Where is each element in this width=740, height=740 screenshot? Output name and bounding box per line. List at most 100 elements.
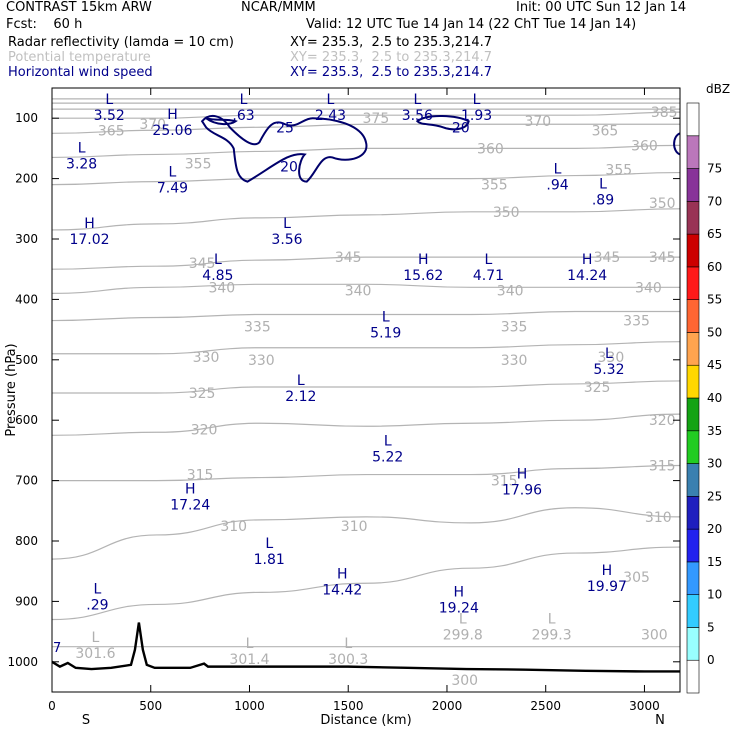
wind-extremum-value: 3.28 (66, 156, 97, 172)
field-name-reflectivity: Radar reflectivity (lamda = 10 cm) (8, 35, 234, 50)
terrain-line (51, 622, 680, 673)
theta-contour-line (51, 208, 681, 231)
wind-extremum-marker: H (517, 467, 528, 483)
theta-contour-label: 355 (481, 178, 508, 194)
wind-extremum-value: 1.81 (254, 552, 285, 568)
colorbar-level-label: 70 (707, 194, 722, 208)
wind-extremum-marker: H (418, 252, 429, 268)
wind-extremum-value: 4.71 (473, 268, 504, 284)
theta-contour-label: 310 (220, 519, 247, 535)
field-xy-reflectivity: XY= 235.3, 2.5 to 235.3,214.7 (290, 35, 493, 50)
colorbar-swatch (686, 397, 700, 432)
wind-extremum-marker: L (265, 536, 273, 552)
theta-contour-label: 360 (477, 141, 504, 157)
theta-contour-label: 300 (641, 628, 668, 644)
theta-contour-label: 315 (649, 459, 676, 475)
wind-extremum-value: .63 (232, 108, 254, 124)
x-axis-title: Distance (km) (320, 713, 411, 728)
colorbar-swatch (686, 332, 700, 366)
theta-contour-line (51, 341, 681, 355)
wind-extremum-marker: L (473, 92, 481, 108)
theta-contour-label: 370 (524, 114, 551, 130)
theta-contour-label: 340 (497, 283, 524, 299)
theta-contour-label: 315 (187, 468, 214, 484)
init-time: Init: 00 UTC Sun 12 Jan 14 (516, 0, 687, 15)
wind-extremum-marker: H (337, 566, 348, 582)
colorbar-swatch (686, 561, 700, 595)
theta-contour-line (51, 123, 680, 134)
colorbar-level-label: 0 (707, 653, 715, 667)
theta-contour-label: 325 (189, 386, 216, 402)
wind-extremum-marker: L (327, 92, 335, 108)
colorbar-swatch (686, 102, 700, 137)
colorbar-level-label: 75 (707, 162, 722, 176)
wind-contour-label: 20 (280, 160, 298, 176)
theta-contour-label: 300 (451, 673, 478, 689)
x-tick-label: 500 (139, 699, 162, 713)
colorbar-level-label: 45 (707, 358, 722, 372)
theta-low-value: 299.8 (443, 628, 483, 644)
wind-extremum-marker: H (582, 252, 593, 268)
wind-extremum-value: .29 (86, 597, 108, 613)
y-tick-label: 700 (15, 474, 38, 488)
theta-contour-label: 365 (592, 123, 619, 139)
theta-contour-label: 345 (649, 250, 676, 266)
colorbar-level-label: 55 (707, 293, 722, 307)
model-title: CONTRAST 15km ARW (6, 0, 152, 15)
x-tick-label: 2500 (530, 699, 561, 713)
theta-contour-label: 350 (493, 205, 520, 221)
theta-contour-label: 350 (649, 196, 676, 212)
theta-contour-label: 325 (584, 380, 611, 396)
x-tick-label: 1500 (333, 699, 364, 713)
wind-extremum-marker: L (382, 310, 390, 326)
wind-extremum-marker: L (283, 216, 291, 232)
field-name-wind: Horizontal wind speed (8, 65, 153, 80)
theta-contour-label: 335 (244, 320, 271, 336)
colorbar-level-label: 40 (707, 391, 722, 405)
colorbar-level-label: 20 (707, 522, 722, 536)
wind-extremum-value: 3.56 (402, 108, 433, 124)
wind-extremum-value: 17.24 (170, 498, 210, 514)
wind-extremum-marker: L (169, 165, 177, 181)
wind-extremum-marker: L (240, 92, 248, 108)
colorbar-swatch (686, 627, 700, 661)
colorbar-unit: dBZ (706, 82, 730, 96)
theta-contour-label: 340 (635, 280, 662, 296)
colorbar-swatch (686, 528, 700, 563)
theta-contour-label: 340 (345, 283, 372, 299)
y-tick-label: 600 (15, 413, 38, 427)
theta-contour-label: 355 (605, 163, 632, 179)
wind-extremum-value: .89 (592, 193, 614, 209)
wind-extremum-marker: L (214, 252, 222, 268)
wind-contour-label: 25 (276, 120, 294, 136)
theta-low-value: 299.3 (532, 628, 572, 644)
theta-contour-label: 385 (651, 105, 678, 121)
x-tick-label: 0 (48, 699, 56, 713)
theta-contour-label: 335 (623, 314, 650, 330)
wind-extremum-value: 5.22 (372, 449, 403, 465)
colorbar-level-label: 30 (707, 457, 722, 471)
x-tick-label: 2000 (432, 699, 463, 713)
y-tick-label: 500 (15, 353, 38, 367)
colorbar-level-label: 35 (707, 424, 722, 438)
colorbar-swatch (686, 364, 700, 399)
wind-extremum-marker: H (602, 563, 613, 579)
theta-low-marker: L (92, 630, 100, 646)
colorbar-level-label: 10 (707, 588, 722, 602)
wind-extremum-value: 2.43 (315, 108, 346, 124)
wind-extremum-marker: L (554, 162, 562, 178)
theta-contour-label: 375 (363, 111, 390, 127)
theta-low-value: 301.6 (75, 646, 115, 662)
wind-extremum-value: 15.62 (403, 268, 443, 284)
colorbar-level-label: 50 (707, 325, 722, 339)
theta-contour-line (51, 111, 681, 119)
colorbar-level-label: 5 (707, 620, 715, 634)
theta-contour-line (52, 380, 681, 394)
valid-time: Valid: 12 UTC Tue 14 Jan 14 (22 ChT Tue … (306, 17, 637, 32)
colorbar-swatch (686, 168, 700, 202)
wind-extremum-value: 3.56 (271, 232, 302, 248)
edge-value-label: 7 (53, 641, 61, 656)
colorbar-swatch (686, 135, 700, 169)
theta-contour-line (51, 413, 681, 436)
theta-contour-label: 355 (185, 157, 212, 173)
